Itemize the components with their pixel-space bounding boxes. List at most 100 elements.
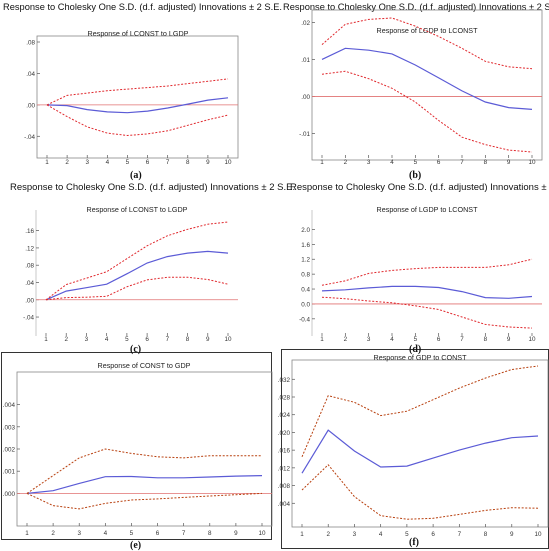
panel-d-xtick-label: 8 <box>484 336 488 343</box>
panel-d-header: Response to Cholesky One S.D. (d.f. adju… <box>290 182 549 193</box>
panel-d-xtick-label: 1 <box>320 336 324 343</box>
panel-b-response-line <box>321 47 533 110</box>
panel-d-ytick-label: 0.0 <box>301 301 310 308</box>
panel-f-ytick-label: .012 <box>278 465 291 472</box>
panel-d-xtick-label: 10 <box>528 336 536 343</box>
panel-f-plot-frame <box>291 359 549 528</box>
panel-c-xtick-label: 9 <box>206 336 210 343</box>
panel-b-ytick-label: .00 <box>301 94 310 101</box>
panel-e-ytick-label: .003 <box>3 424 16 431</box>
panel-e-xtick-label: 6 <box>156 530 160 537</box>
panel-f-ytick-label: .004 <box>278 501 291 508</box>
panel-e-xtick-label: 2 <box>51 530 55 537</box>
panel-a-xtick-label: 6 <box>146 159 150 166</box>
panel-a-ytick-label: .00 <box>26 102 35 109</box>
panel-a-xtick-label: 4 <box>106 159 110 166</box>
panel-a-ytick-label: -.04 <box>24 134 35 141</box>
panel-f-xtick-label: 4 <box>379 531 383 538</box>
panel-e-xtick-label: 8 <box>208 530 212 537</box>
panel-e-xtick-label: 7 <box>182 530 186 537</box>
panel-e-ytick-label: .000 <box>3 491 16 498</box>
panel-e-ytick-label: .001 <box>3 469 16 476</box>
panel-f-ytick-label: .032 <box>278 377 291 384</box>
panel-c-upper-line <box>45 221 229 301</box>
panel-c-ytick-label: .08 <box>25 263 34 270</box>
panel-c-xtick-label: 6 <box>145 336 149 343</box>
caption-d: (d) <box>409 344 422 355</box>
panel-d-response-line <box>321 285 533 299</box>
panel-b-xtick-label: 6 <box>437 159 441 166</box>
panel-b-plot-frame <box>311 9 543 161</box>
panel-c-xtick-label: 8 <box>186 336 190 343</box>
panel-b-xtick-label: 5 <box>414 159 418 166</box>
panel-d-xtick-label: 3 <box>367 336 371 343</box>
panel-d-lower-line <box>321 296 533 329</box>
panel-b-xtick-label: 4 <box>390 159 394 166</box>
panel-c-xtick-label: 4 <box>105 336 109 343</box>
panel-f-xtick-label: 8 <box>484 531 488 538</box>
caption-f: (f) <box>409 537 419 548</box>
panel-c-title: Response of LCONST to LGDP <box>87 205 188 214</box>
panel-c-xtick-label: 2 <box>64 336 68 343</box>
panel-a-xtick-label: 10 <box>224 159 232 166</box>
panel-e-plot-frame <box>16 371 273 527</box>
panel-d-upper-line <box>321 258 533 286</box>
panel-a-xtick-label: 9 <box>206 159 210 166</box>
panel-b-ytick-label: .01 <box>301 57 310 64</box>
panel-b-xtick-label: 2 <box>344 159 348 166</box>
panel-d-ytick-label: 1.6 <box>301 242 310 249</box>
panel-a-xtick-label: 7 <box>166 159 170 166</box>
panel-a-ytick-label: .04 <box>26 71 35 78</box>
panel-c-xtick-label: 3 <box>85 336 89 343</box>
panel-a-xtick-label: 1 <box>45 159 49 166</box>
caption-c: (c) <box>130 344 142 355</box>
panel-f-ytick-label: .028 <box>278 395 291 402</box>
caption-a: (a) <box>130 170 142 181</box>
panel-e-ytick-label: .002 <box>3 447 16 454</box>
panel-b-xtick-label: 7 <box>460 159 464 166</box>
panel-e-ytick-label: .004 <box>3 402 16 409</box>
panel-b-lower-line <box>321 70 533 153</box>
panel-e-response-line <box>26 475 263 494</box>
panel-d-xtick-label: 6 <box>437 336 441 343</box>
panel-f-xtick-label: 7 <box>458 531 462 538</box>
panel-d-ytick-label: -0.4 <box>299 316 310 323</box>
panel-e-xtick-label: 5 <box>130 530 134 537</box>
panel-f-upper-line <box>301 365 539 457</box>
panel-a-xtick-label: 5 <box>126 159 130 166</box>
panel-f-xtick-label: 10 <box>534 531 542 538</box>
panel-e-xtick-label: 1 <box>25 530 29 537</box>
panel-a-ytick-label: .08 <box>26 40 35 47</box>
panel-f-ytick-label: .016 <box>278 448 291 455</box>
panel-b-xtick-label: 9 <box>507 159 511 166</box>
panel-c-ytick-label: -.04 <box>23 315 34 322</box>
panel-b-xtick-label: 1 <box>320 159 324 166</box>
panel-c-ytick-label: .04 <box>25 280 34 287</box>
panel-d-xtick-label: 5 <box>414 336 418 343</box>
panel-a-header: Response to Cholesky One S.D. (d.f. adju… <box>3 2 282 12</box>
panel-b-header: Response to Cholesky One S.D. (d.f. adju… <box>283 2 549 12</box>
panel-d-xtick-label: 7 <box>460 336 464 343</box>
panel-a-xtick-label: 2 <box>65 159 69 166</box>
panel-d-xtick-label: 4 <box>390 336 394 343</box>
panel-c-ytick-label: .16 <box>25 228 34 235</box>
panel-e-xtick-label: 4 <box>104 530 108 537</box>
panel-e-xtick-label: 10 <box>258 530 266 537</box>
panel-f-ytick-label: .024 <box>278 412 291 419</box>
panel-a-plot-frame <box>36 35 239 159</box>
panel-b-xtick-label: 3 <box>367 159 371 166</box>
caption-b: (b) <box>409 170 422 181</box>
panel-b-xtick-label: 8 <box>484 159 488 166</box>
panel-f-xtick-label: 2 <box>326 531 330 538</box>
panel-f-xtick-label: 6 <box>431 531 435 538</box>
panel-b-title: Response of LGDP to LCONST <box>377 26 479 35</box>
panel-c-xtick-label: 10 <box>224 336 232 343</box>
panel-f-response-line <box>301 429 539 474</box>
panel-b-ytick-label: .02 <box>301 20 310 27</box>
panel-c-ytick-label: .12 <box>25 245 34 252</box>
panel-a-title: Response of LCONST to LGDP <box>88 29 189 38</box>
panel-e-upper-line <box>26 448 262 494</box>
panel-c-ytick-label: .00 <box>25 297 34 304</box>
panel-f-xtick-label: 9 <box>510 531 514 538</box>
